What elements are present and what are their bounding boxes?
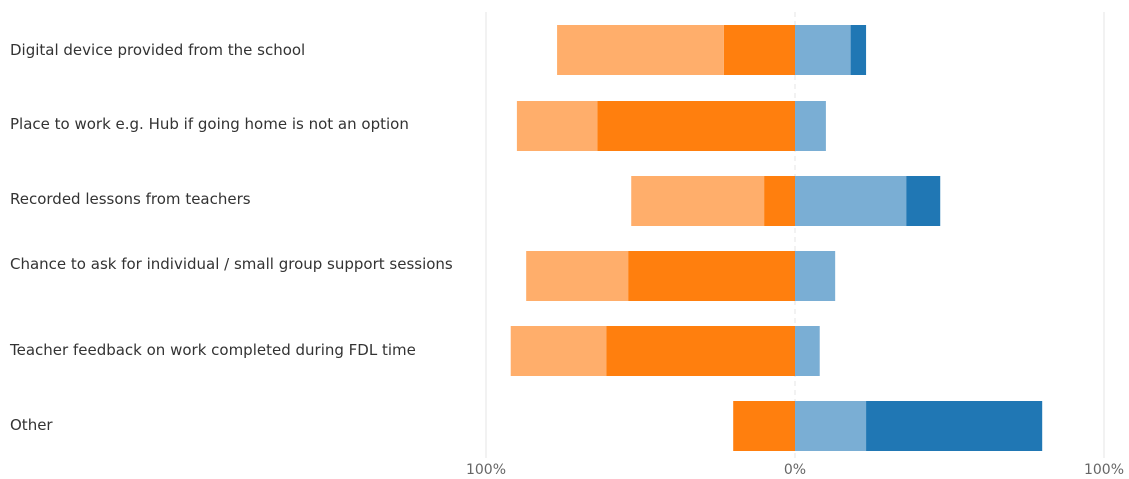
category-label-1: Place to work e.g. Hub if going home is … [10, 115, 409, 133]
category-label-3: Chance to ask for individual / small gro… [10, 255, 453, 273]
category-label-4: Teacher feedback on work completed durin… [10, 341, 416, 359]
bar-row2-seg0[interactable] [764, 176, 795, 226]
bar-row3-seg0[interactable] [628, 251, 795, 301]
bar-row0-seg2[interactable] [795, 25, 851, 75]
bar-row3-seg1[interactable] [526, 251, 629, 301]
bar-row2-seg1[interactable] [631, 176, 765, 226]
bar-row0-seg1[interactable] [557, 25, 724, 75]
bar-row1-seg2[interactable] [795, 101, 826, 151]
bar-row1-seg0[interactable] [597, 101, 795, 151]
bar-row0-seg0[interactable] [723, 25, 795, 75]
bar-row4-seg1[interactable] [510, 326, 607, 376]
bar-row5-seg2[interactable] [795, 401, 867, 451]
category-label-2: Recorded lessons from teachers [10, 190, 251, 208]
bar-row2-seg3[interactable] [906, 176, 941, 226]
category-label-5: Other [10, 416, 53, 434]
bar-row3-seg2[interactable] [795, 251, 836, 301]
category-label-0: Digital device provided from the school [10, 41, 306, 59]
x-tick-label-1: 0% [784, 462, 806, 478]
bar-row5-seg0[interactable] [733, 401, 795, 451]
bar-row4-seg0[interactable] [606, 326, 795, 376]
bar-row4-seg2[interactable] [795, 326, 820, 376]
bar-row1-seg1[interactable] [516, 101, 598, 151]
x-tick-label-2: 100% [1084, 462, 1124, 478]
x-tick-label-0: 100% [466, 462, 506, 478]
bar-row2-seg2[interactable] [795, 176, 907, 226]
bar-row5-seg3[interactable] [866, 401, 1043, 451]
bar-row0-seg3[interactable] [850, 25, 867, 75]
